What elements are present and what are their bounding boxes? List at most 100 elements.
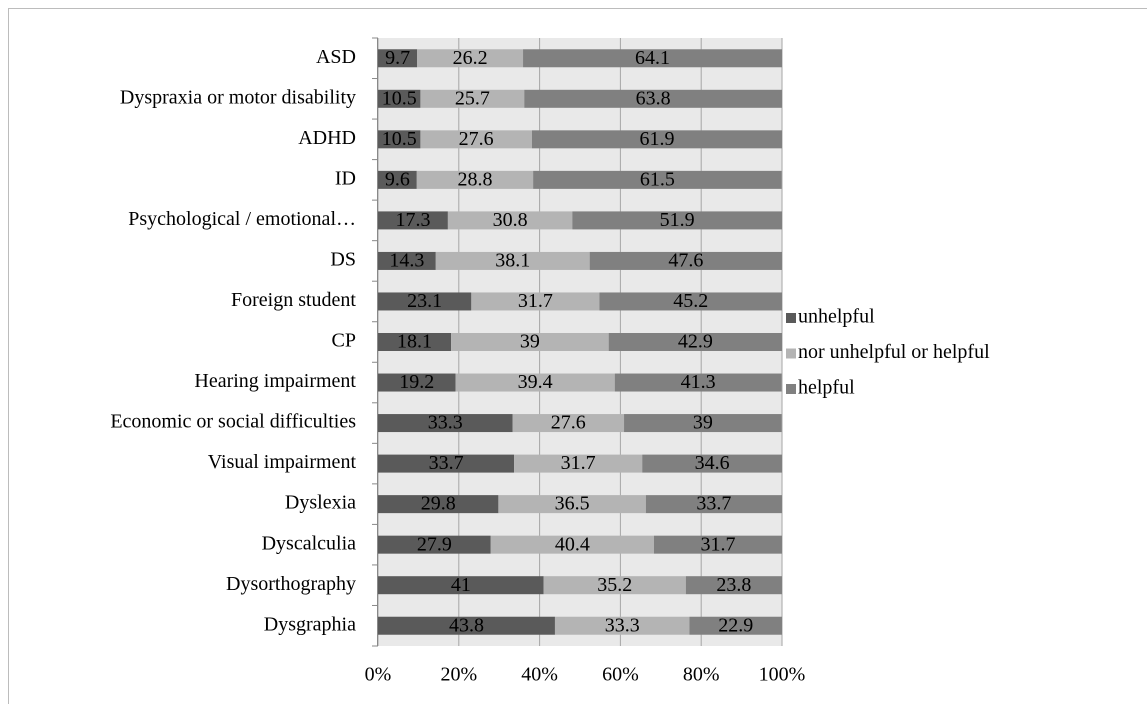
bar-segment xyxy=(524,89,782,108)
y-tick-label: ID xyxy=(335,167,356,189)
bar-segment xyxy=(599,292,782,311)
bar-segment xyxy=(533,170,782,189)
data-label: 36.5 xyxy=(555,493,590,515)
bar-segment xyxy=(378,292,472,311)
x-tick-label: 20% xyxy=(440,664,477,686)
data-label: 33.7 xyxy=(429,452,464,474)
bar-segment xyxy=(378,211,448,230)
y-tick-label: Foreign student xyxy=(231,289,356,311)
data-label: 51.9 xyxy=(660,209,695,231)
legend-label: nor unhelpful or helpful xyxy=(798,341,990,363)
data-label: 39 xyxy=(693,412,713,434)
data-label: 14.3 xyxy=(389,250,424,272)
x-tick-label: 80% xyxy=(683,664,720,686)
data-label: 23.8 xyxy=(716,574,751,596)
data-label: 40.4 xyxy=(555,533,590,555)
data-label: 29.8 xyxy=(421,493,456,515)
data-label: 31.7 xyxy=(700,533,735,555)
bar-segment xyxy=(642,454,782,473)
data-label: 64.1 xyxy=(635,47,670,69)
bar-segment xyxy=(455,373,615,392)
data-label: 26.2 xyxy=(453,47,488,69)
bar-segment xyxy=(608,333,782,351)
data-label: 45.2 xyxy=(673,290,708,312)
data-label: 63.8 xyxy=(636,87,671,109)
bar-segment xyxy=(512,414,625,433)
legend-label: helpful xyxy=(798,377,855,399)
data-label: 34.6 xyxy=(695,452,730,474)
bar-segment xyxy=(378,251,436,270)
bar-segment xyxy=(514,454,643,473)
data-label: 33.3 xyxy=(428,412,463,434)
data-label: 61.5 xyxy=(640,168,675,190)
data-label: 22.9 xyxy=(718,614,753,636)
bar-segment xyxy=(417,49,524,68)
y-tick-label: Economic or social difficulties xyxy=(110,411,356,433)
data-label: 27.9 xyxy=(417,533,452,555)
bar-segment xyxy=(378,576,544,595)
bar-segment xyxy=(378,495,499,514)
data-label: 18.1 xyxy=(397,331,432,353)
y-tick-label: CP xyxy=(332,330,356,352)
x-tick-label: 40% xyxy=(521,664,558,686)
bar-segment xyxy=(378,535,491,554)
bar-segment xyxy=(498,495,646,514)
bar-segment xyxy=(589,251,782,270)
bar-segment xyxy=(531,130,782,149)
bar-segment xyxy=(685,576,782,595)
bar-segment xyxy=(653,535,782,554)
bar-segment xyxy=(378,454,515,473)
y-tick-label: Dysorthography xyxy=(226,573,356,595)
bar-segment xyxy=(451,333,609,351)
data-label: 28.8 xyxy=(457,168,492,190)
bar-segment xyxy=(645,495,782,514)
data-label: 41.3 xyxy=(681,371,716,393)
bar-segment xyxy=(572,211,782,230)
bar-segment xyxy=(543,576,686,595)
data-label: 10.5 xyxy=(382,128,417,150)
bar-segment xyxy=(416,170,534,189)
data-label: 39.4 xyxy=(518,371,553,393)
y-tick-label: Dyscalculia xyxy=(262,532,357,554)
data-label: 61.9 xyxy=(639,128,674,150)
data-label: 33.7 xyxy=(696,493,731,515)
bar-segment xyxy=(420,89,525,108)
bar-segment xyxy=(378,414,513,433)
bar-segment xyxy=(490,535,654,554)
bar-segment xyxy=(378,333,452,351)
data-label: 27.6 xyxy=(459,128,494,150)
y-tick-label: Visual impairment xyxy=(208,451,357,473)
bar-segment xyxy=(435,251,590,270)
legend-swatch xyxy=(786,348,796,359)
y-tick-label: Dysgraphia xyxy=(264,613,356,635)
data-label: 43.8 xyxy=(449,614,484,636)
y-tick-label: ASD xyxy=(316,46,356,68)
y-tick-label: Dyspraxia or motor disability xyxy=(120,86,356,108)
bar-segment xyxy=(471,292,600,311)
legend-label: unhelpful xyxy=(798,306,875,328)
x-tick-label: 0% xyxy=(365,664,392,686)
data-label: 35.2 xyxy=(597,574,632,596)
data-label: 30.8 xyxy=(493,209,528,231)
data-label: 47.6 xyxy=(668,250,703,272)
data-label: 19.2 xyxy=(399,371,434,393)
bar-segment xyxy=(614,373,782,392)
data-label: 41 xyxy=(451,574,471,596)
bar-segment xyxy=(420,130,532,149)
data-label: 25.7 xyxy=(455,87,490,109)
bar-segment xyxy=(378,373,456,392)
data-label: 9.7 xyxy=(385,47,410,69)
y-tick-label: DS xyxy=(330,249,356,271)
y-tick-label: ADHD xyxy=(298,127,356,149)
legend-swatch xyxy=(786,384,796,394)
bar-segment xyxy=(689,616,782,635)
data-label: 10.5 xyxy=(382,87,417,109)
bar-segment xyxy=(624,414,782,433)
bar-segment xyxy=(378,130,421,149)
bar-segment xyxy=(378,89,421,108)
y-tick-label: Psychological / emotional… xyxy=(128,208,356,230)
legend-swatch xyxy=(786,313,796,323)
data-label: 38.1 xyxy=(495,250,530,272)
